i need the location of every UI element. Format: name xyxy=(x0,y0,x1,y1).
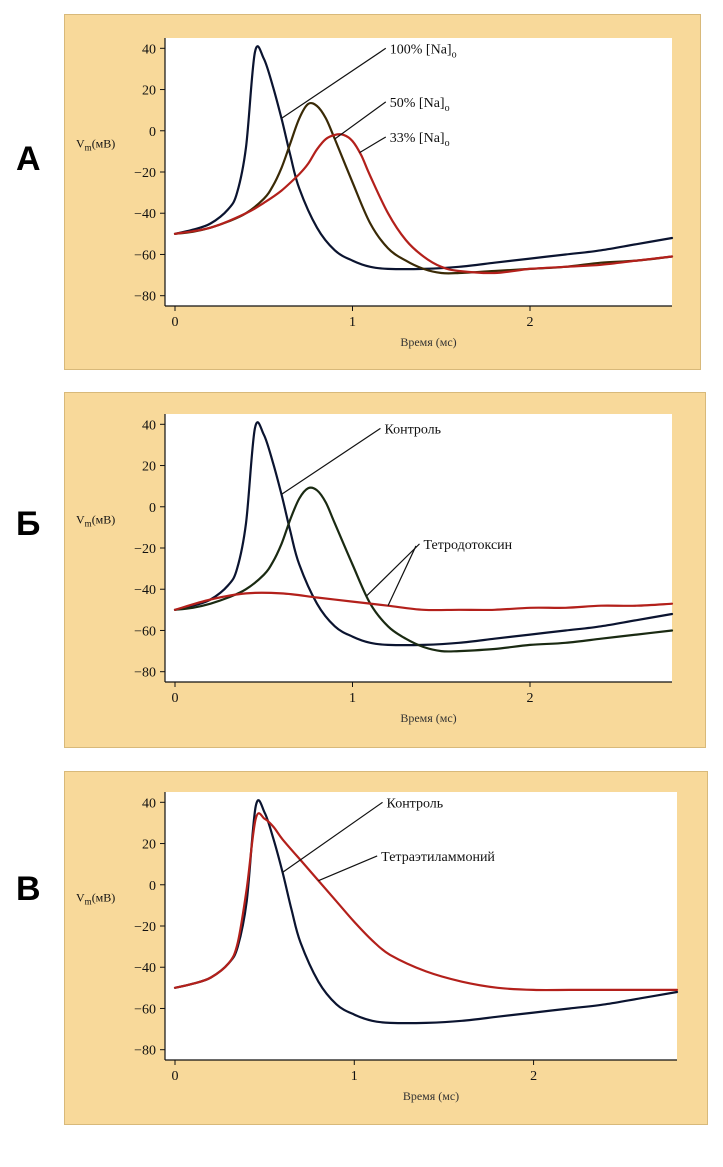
y-tick-label: 20 xyxy=(142,838,156,853)
annotation-leader-line xyxy=(334,101,387,140)
y-axis-label: Vm(мВ) xyxy=(76,890,115,906)
y-tick-label: −40 xyxy=(134,961,156,976)
panel-label-a: А xyxy=(16,140,41,178)
y-tick-label: 40 xyxy=(142,418,156,433)
y-tick-label: −80 xyxy=(134,666,156,681)
x-tick-label: 2 xyxy=(530,1069,537,1084)
y-tick-label: 0 xyxy=(149,879,156,894)
y-tick-label: 40 xyxy=(142,796,156,811)
series-line-0 xyxy=(173,421,674,647)
chart-a: 40 20 0 −20 −40 −60 −80 0 1 2 Время (мс) Vm(мВ) 100%… xyxy=(76,38,674,349)
y-tick-label: −20 xyxy=(134,166,156,181)
annotation-label-1: Тетраэтиламмоний xyxy=(381,850,495,865)
panel-label-c: В xyxy=(16,870,41,908)
annotation-leader-line xyxy=(366,543,420,597)
x-axis-label: Время (мс) xyxy=(400,711,456,725)
plot-area xyxy=(165,792,677,1060)
y-tick-label: −40 xyxy=(134,583,156,598)
annotation-label-0: Контроль xyxy=(387,796,444,811)
series-line-2 xyxy=(173,133,674,275)
annotation-leader-line xyxy=(387,545,417,606)
x-tick-label: 2 xyxy=(527,691,534,706)
plot-area xyxy=(165,38,672,306)
x-tick-label: 0 xyxy=(172,1069,179,1084)
annotation-leader-line xyxy=(359,136,387,154)
y-axis-label: Vm(мВ) xyxy=(76,512,115,528)
y-tick-label: −40 xyxy=(134,207,156,222)
annotation-leader-line xyxy=(281,427,381,495)
chart-b: 40 20 0 −20 −40 −60 −80 0 1 2 Время (мс) Vm(мВ) Конт… xyxy=(76,414,674,725)
annotation-label-1: Тетродотоксин xyxy=(424,538,513,553)
y-tick-label: −60 xyxy=(134,1002,156,1017)
y-tick-label: −20 xyxy=(134,920,156,935)
y-tick-label: 20 xyxy=(142,84,156,99)
y-tick-label: 20 xyxy=(142,460,156,475)
annotation-label-0: Контроль xyxy=(384,422,441,437)
y-tick-label: −60 xyxy=(134,248,156,263)
x-tick-label: 0 xyxy=(172,315,179,330)
x-tick-label: 1 xyxy=(349,315,356,330)
annotation-label-2: 33% [Na]o xyxy=(390,131,450,149)
plot-area xyxy=(165,414,672,682)
annotation-leader-line xyxy=(318,855,378,882)
annotation-label-0: 100% [Na]o xyxy=(390,42,457,60)
x-axis-label: Время (мс) xyxy=(400,335,456,349)
y-tick-label: 0 xyxy=(149,125,156,140)
series-line-1 xyxy=(173,812,679,992)
y-tick-label: 40 xyxy=(142,42,156,57)
series-line-2 xyxy=(173,591,674,612)
y-tick-label: −80 xyxy=(134,290,156,305)
annotation-leader-line xyxy=(282,801,383,873)
x-tick-label: 0 xyxy=(172,691,179,706)
annotation-leader-line xyxy=(281,47,387,119)
y-tick-label: −20 xyxy=(134,542,156,557)
panel-label-b: Б xyxy=(16,505,41,543)
series-line-1 xyxy=(173,486,674,653)
y-axis-label: Vm(мВ) xyxy=(76,136,115,152)
y-tick-label: −60 xyxy=(134,624,156,639)
chart-c: 40 20 0 −20 −40 −60 −80 0 1 2 Время (мс) Vm(мВ) Конт… xyxy=(76,792,679,1103)
x-tick-label: 1 xyxy=(349,691,356,706)
series-line-0 xyxy=(173,45,674,271)
y-tick-label: −80 xyxy=(134,1044,156,1059)
x-tick-label: 2 xyxy=(527,315,534,330)
x-axis-label: Время (мс) xyxy=(403,1089,459,1103)
y-tick-label: 0 xyxy=(149,501,156,516)
annotation-label-1: 50% [Na]o xyxy=(390,96,450,114)
x-tick-label: 1 xyxy=(351,1069,358,1084)
